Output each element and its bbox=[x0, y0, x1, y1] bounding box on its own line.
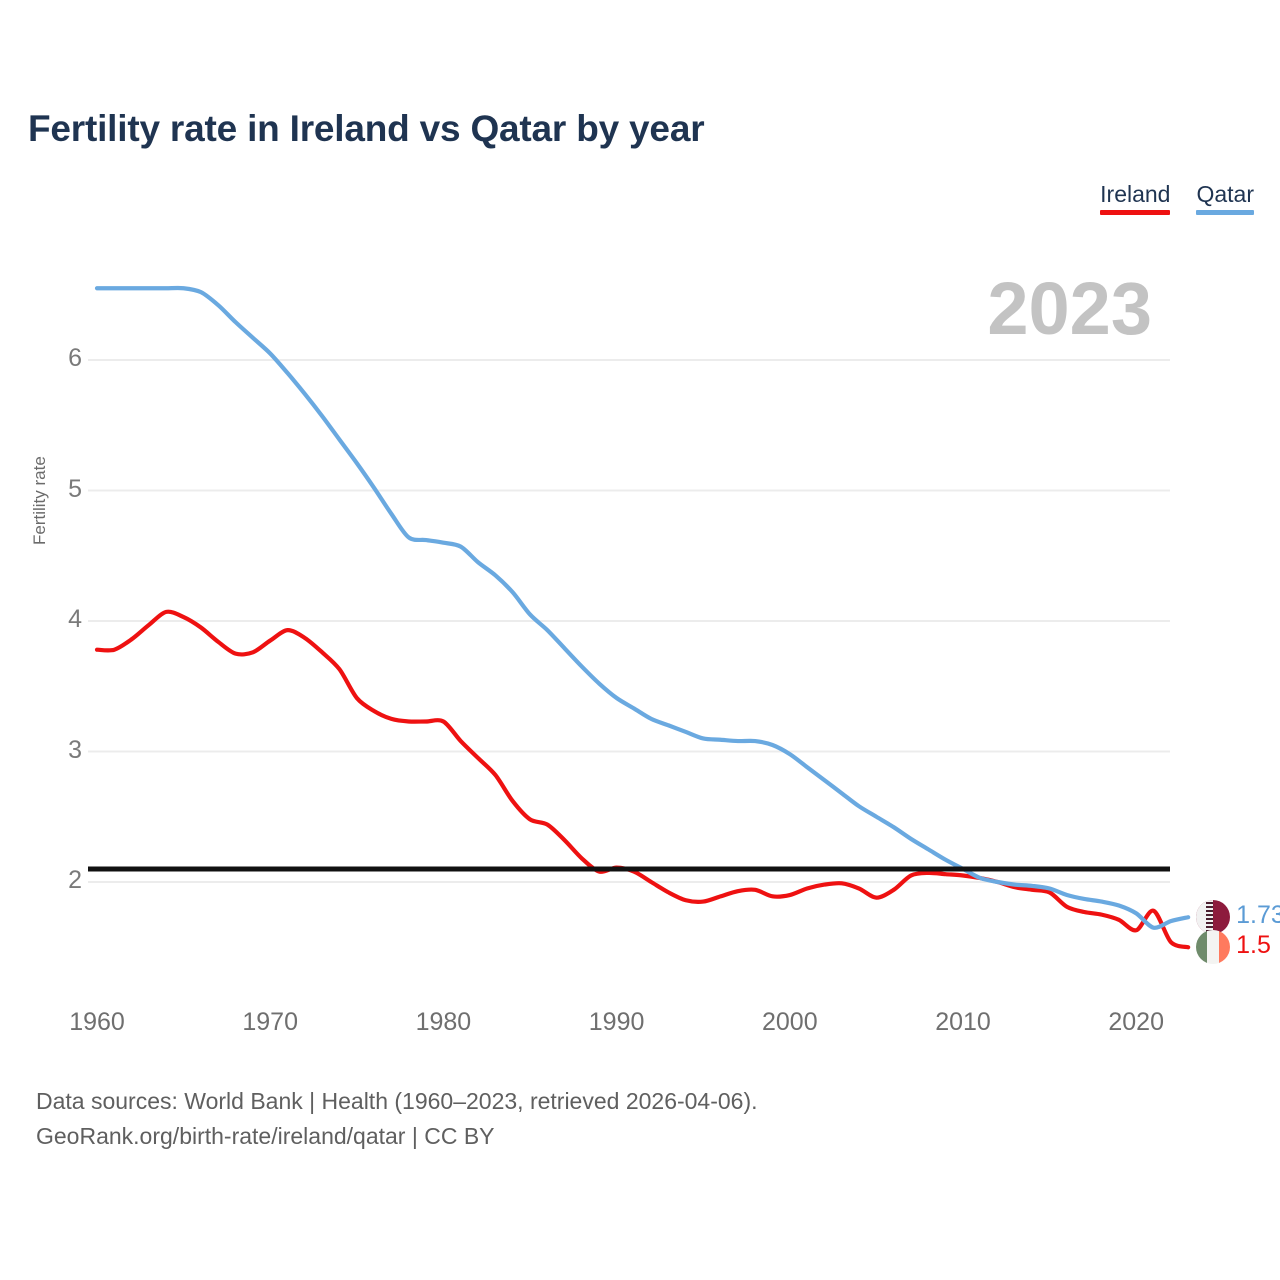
x-tick-label: 1960 bbox=[69, 1008, 125, 1036]
y-tick-label: 3 bbox=[68, 735, 82, 764]
x-tick-label: 1970 bbox=[242, 1008, 298, 1036]
legend-label-qatar: Qatar bbox=[1196, 181, 1254, 207]
legend-label-ireland: Ireland bbox=[1100, 181, 1171, 207]
year-watermark: 2023 bbox=[987, 267, 1152, 350]
x-tick-label: 2010 bbox=[935, 1008, 991, 1036]
flag-serration bbox=[1206, 900, 1214, 935]
qatar-flag-icon bbox=[1196, 900, 1231, 935]
x-tick-label: 2000 bbox=[761, 1008, 818, 1036]
page-title: Fertility rate in Ireland vs Qatar by ye… bbox=[28, 108, 705, 149]
footer-line-2: GeoRank.org/birth-rate/ireland/qatar | C… bbox=[36, 1122, 495, 1149]
legend-swatch-qatar bbox=[1196, 210, 1254, 216]
flag-band bbox=[1196, 900, 1210, 935]
x-tick-label: 2020 bbox=[1108, 1008, 1164, 1036]
flag-band bbox=[1218, 930, 1231, 965]
legend-item-ireland[interactable]: Ireland bbox=[1100, 181, 1171, 216]
y-tick-label: 2 bbox=[68, 866, 82, 894]
y-tick-label: 4 bbox=[68, 605, 82, 633]
ireland-end-value: 1.5 bbox=[1236, 931, 1271, 960]
footer-attribution: Data sources: World Bank | Health (1960–… bbox=[36, 1084, 758, 1153]
flag-band bbox=[1196, 930, 1208, 965]
footer-line-1: Data sources: World Bank | Health (1960–… bbox=[36, 1088, 758, 1114]
series-line-qatar bbox=[94, 285, 1191, 930]
legend: Ireland Qatar bbox=[1100, 181, 1254, 216]
legend-swatch-ireland bbox=[1100, 210, 1171, 216]
x-tick-label: 1990 bbox=[588, 1008, 645, 1036]
legend-item-qatar[interactable]: Qatar bbox=[1196, 181, 1254, 216]
y-tick-label: 5 bbox=[68, 474, 82, 503]
ireland-flag-icon bbox=[1196, 930, 1231, 965]
series-line-ireland bbox=[94, 609, 1191, 950]
x-tick-label: 1980 bbox=[415, 1008, 472, 1036]
y-tick-label: 6 bbox=[68, 344, 82, 372]
flag-band bbox=[1207, 930, 1219, 965]
qatar-end-value: 1.73 bbox=[1236, 901, 1280, 930]
